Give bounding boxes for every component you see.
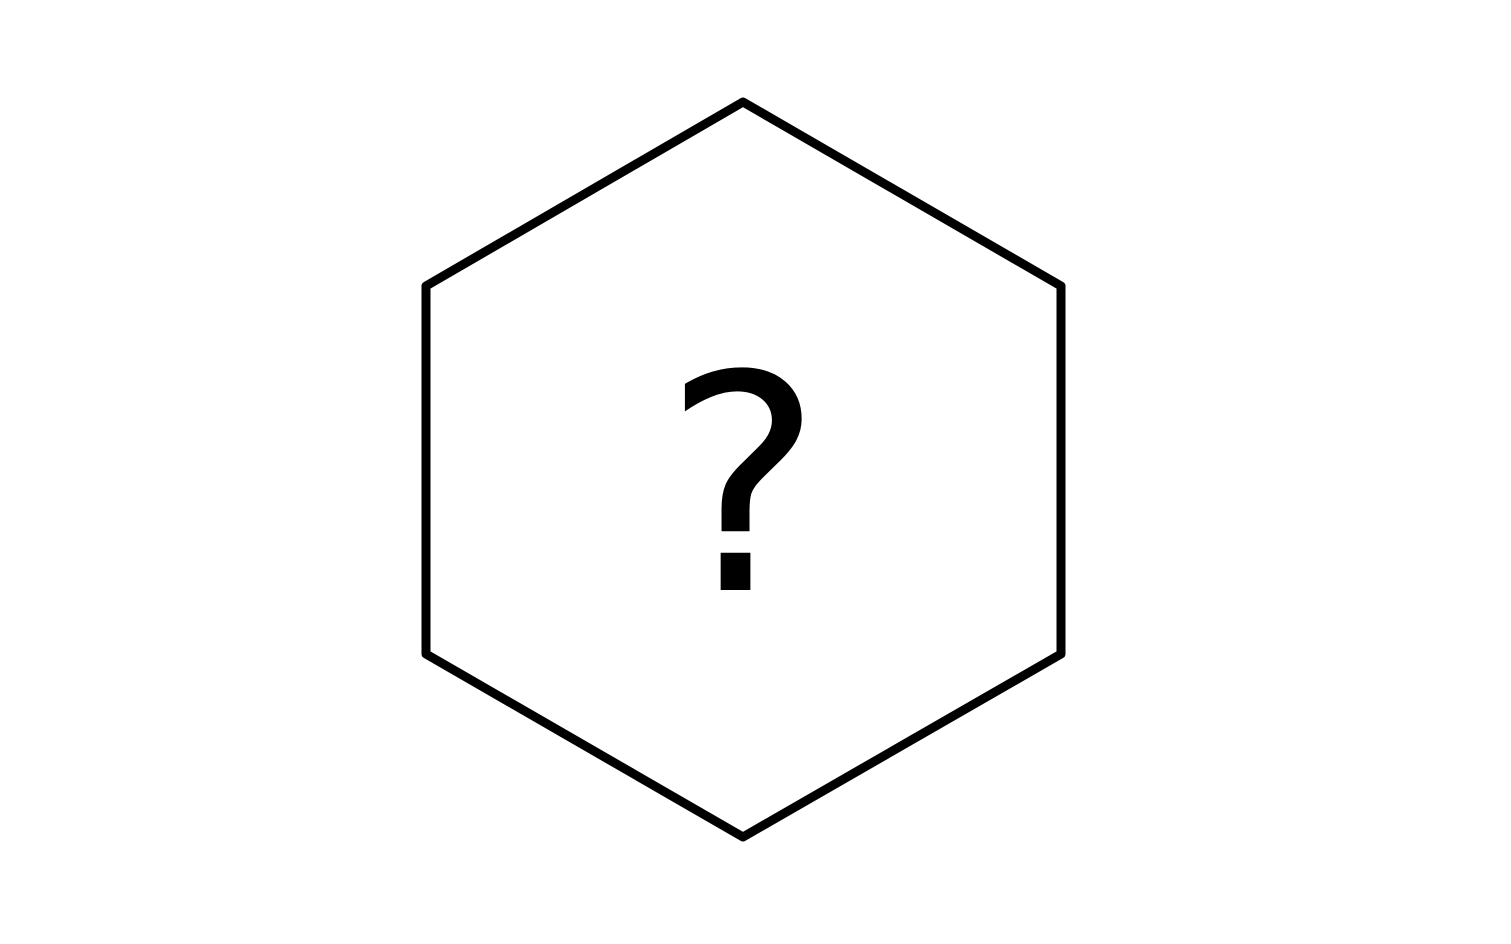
hexagon-center-label: ? [663, 312, 822, 661]
hexagon-shape [421, 97, 1066, 842]
